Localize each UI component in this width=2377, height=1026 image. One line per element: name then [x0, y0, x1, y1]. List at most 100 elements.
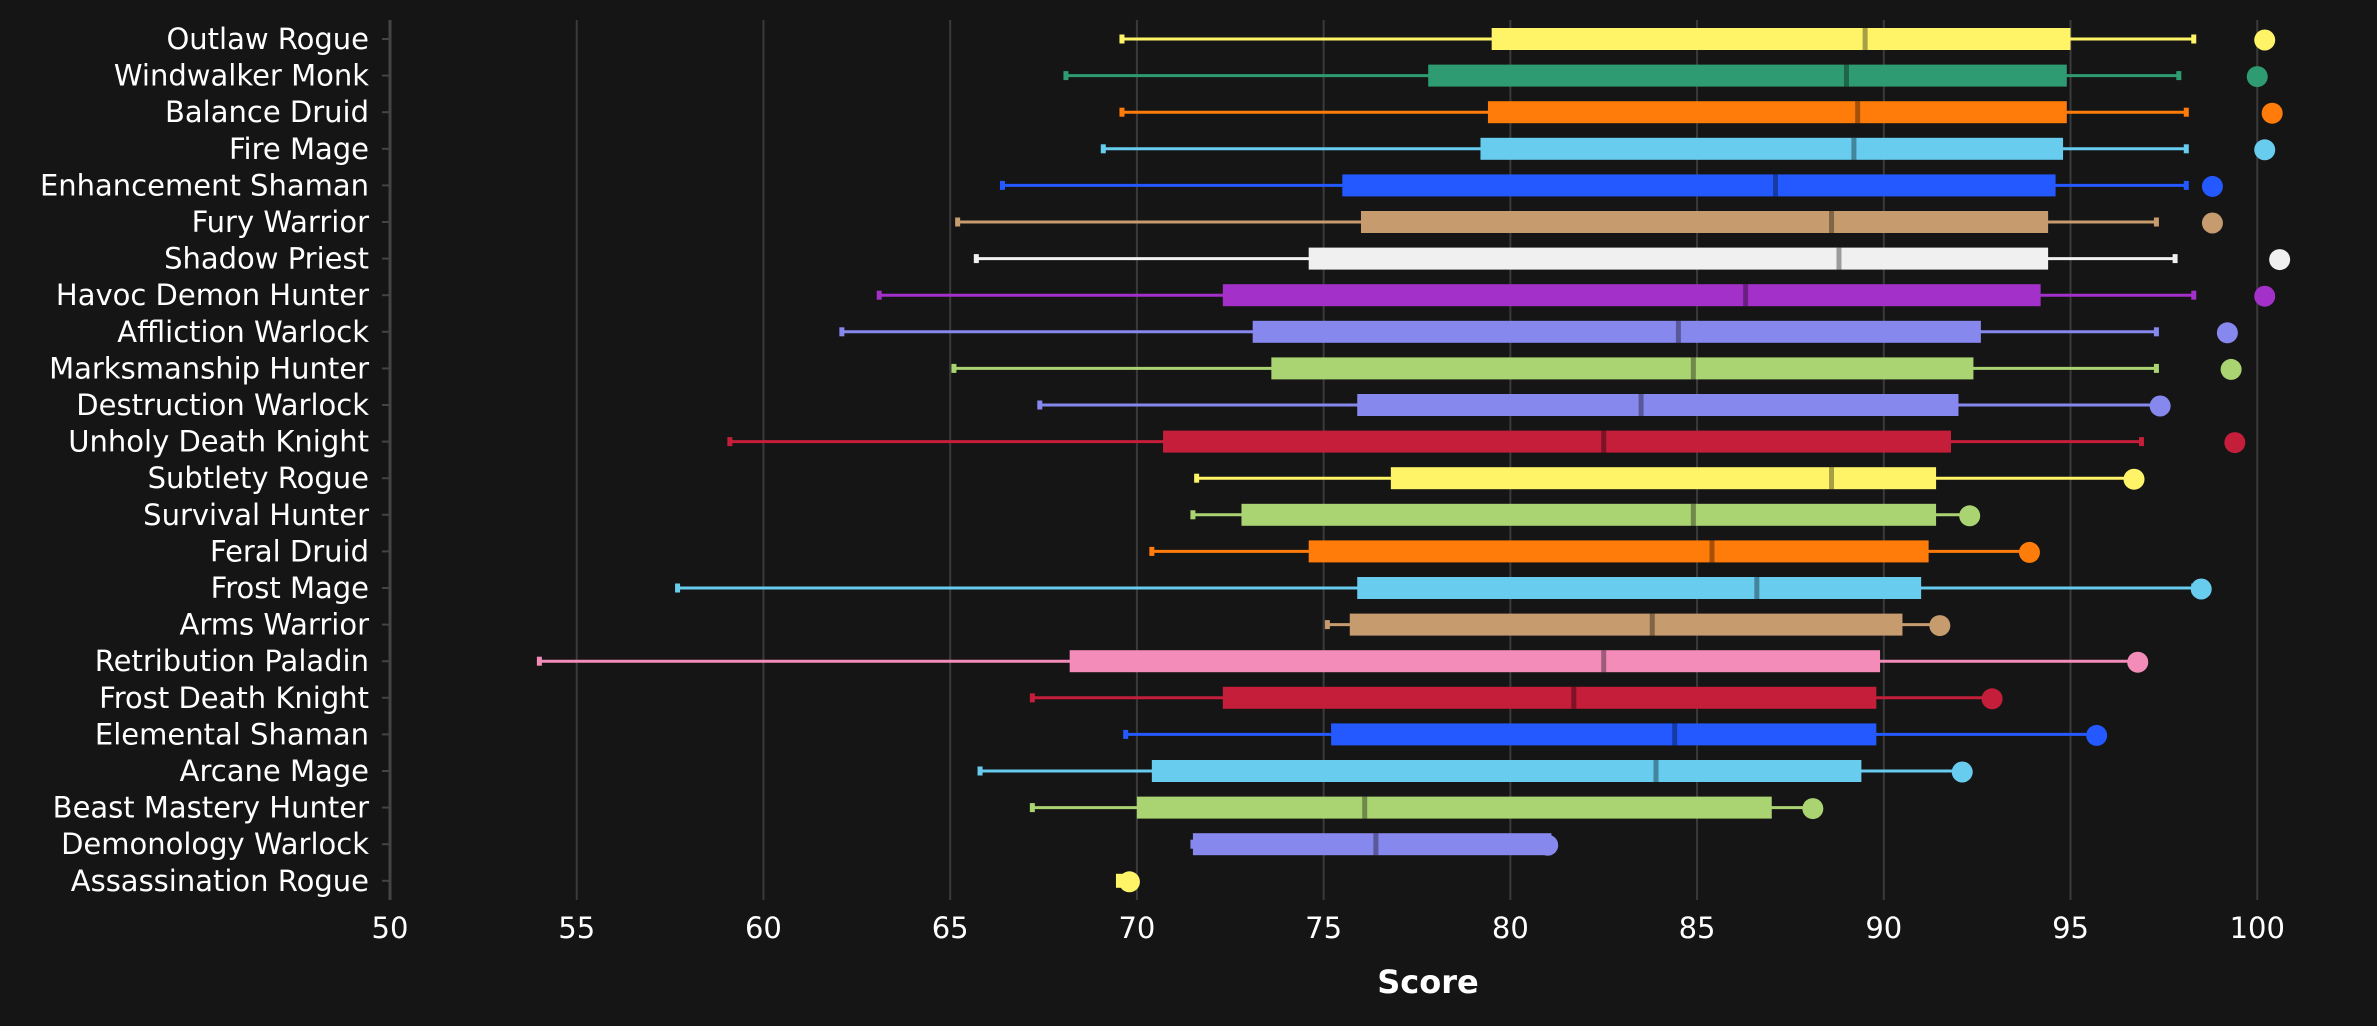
- box-layer: [536, 28, 2291, 893]
- iqr-box-balance-druid: [1487, 101, 2067, 124]
- spec-label-shadow-priest: Shadow Priest: [164, 242, 369, 276]
- x-tick-label-55: 55: [558, 911, 595, 945]
- spec-label-demonology-warlock: Demonology Warlock: [61, 827, 369, 861]
- whisker-max-cap-affliction-warlock: [2153, 327, 2159, 337]
- box-frost-mage: [675, 577, 2212, 600]
- iqr-box-fury-warrior: [1360, 211, 2049, 233]
- iqr-box-frost-mage: [1357, 577, 1922, 599]
- spec-label-frost-mage: Frost Mage: [211, 571, 369, 605]
- iqr-box-affliction-warlock: [1252, 320, 1981, 343]
- median-marker-marksmanship-hunter: [1690, 357, 1696, 380]
- iqr-box-marksmanship-hunter: [1271, 357, 1974, 380]
- box-fury-warrior: [955, 211, 2223, 234]
- box-affliction-warlock: [839, 320, 2238, 344]
- iqr-box-arcane-mage: [1151, 760, 1862, 782]
- whisker-max-cap-fire-mage: [2183, 144, 2189, 154]
- median-marker-arms-warrior: [1649, 613, 1655, 636]
- median-marker-survival-hunter: [1690, 503, 1696, 526]
- whisker-min-cap-fury-warrior: [955, 217, 961, 227]
- whisker-max-cap-outlaw-rogue: [2191, 34, 2197, 44]
- box-assassination-rogue: [1115, 871, 1140, 893]
- box-enhancement-shaman: [999, 174, 2223, 197]
- top-score-dot-fire-mage: [2254, 139, 2276, 161]
- box-frost-death-knight: [1029, 686, 2003, 710]
- x-tick-label-80: 80: [1492, 911, 1529, 945]
- median-marker-arcane-mage: [1653, 760, 1659, 782]
- spec-label-subtlety-rogue: Subtlety Rogue: [148, 461, 369, 495]
- box-retribution-paladin: [536, 650, 2149, 673]
- x-tick-label-85: 85: [1679, 911, 1716, 945]
- whisker-min-cap-beast-mastery-hunter: [1029, 803, 1035, 813]
- iqr-box-outlaw-rogue: [1491, 28, 2071, 50]
- spec-label-survival-hunter: Survival Hunter: [143, 498, 369, 532]
- box-subtlety-rogue: [1194, 467, 2145, 490]
- whisker-min-cap-retribution-paladin: [536, 656, 542, 666]
- median-marker-havoc-demon-hunter: [1743, 284, 1749, 307]
- whisker-max-cap-havoc-demon-hunter: [2191, 290, 2197, 300]
- top-score-dot-affliction-warlock: [2216, 322, 2238, 344]
- median-marker-balance-druid: [1855, 101, 1861, 124]
- box-feral-druid: [1149, 540, 2040, 563]
- x-tick-label-60: 60: [745, 911, 782, 945]
- spec-label-enhancement-shaman: Enhancement Shaman: [40, 168, 369, 202]
- median-marker-demonology-warlock: [1373, 833, 1379, 856]
- spec-label-windwalker-monk: Windwalker Monk: [114, 59, 369, 93]
- whisker-min-cap-frost-mage: [675, 583, 681, 593]
- iqr-box-destruction-warlock: [1357, 394, 1959, 416]
- iqr-box-arms-warrior: [1349, 613, 1903, 636]
- box-elemental-shaman: [1123, 723, 2108, 746]
- box-windwalker-monk: [1063, 64, 2268, 88]
- box-arcane-mage: [977, 760, 1973, 783]
- top-score-dot-shadow-priest: [2269, 249, 2291, 271]
- spec-label-fire-mage: Fire Mage: [229, 132, 369, 166]
- whisker-max-cap-enhancement-shaman: [2183, 180, 2189, 190]
- top-score-dot-windwalker-monk: [2246, 66, 2268, 88]
- top-score-dot-balance-druid: [2261, 102, 2283, 124]
- median-marker-feral-druid: [1709, 540, 1715, 563]
- box-destruction-warlock: [1037, 394, 2171, 417]
- spec-label-feral-druid: Feral Druid: [210, 534, 369, 568]
- top-score-dot-marksmanship-hunter: [2220, 358, 2242, 380]
- top-score-dot-survival-hunter: [1959, 505, 1981, 527]
- box-shadow-priest: [973, 247, 2291, 271]
- iqr-box-subtlety-rogue: [1390, 467, 1937, 490]
- label-layer: 50 55 60 65 70 75 80 85 90 95 100 Outlaw RogueWindw…: [40, 22, 2285, 945]
- spec-label-outlaw-rogue: Outlaw Rogue: [166, 22, 369, 56]
- spec-label-marksmanship-hunter: Marksmanship Hunter: [49, 351, 369, 385]
- whisker-min-cap-enhancement-shaman: [999, 180, 1005, 190]
- whisker-min-cap-feral-druid: [1149, 546, 1155, 556]
- top-score-dot-elemental-shaman: [2086, 724, 2108, 746]
- x-tick-label-70: 70: [1118, 911, 1155, 945]
- whisker-min-cap-subtlety-rogue: [1194, 473, 1200, 483]
- median-marker-fire-mage: [1851, 137, 1857, 160]
- box-fire-mage: [1100, 137, 2276, 161]
- iqr-box-fire-mage: [1480, 137, 2064, 160]
- top-score-dot-frost-death-knight: [1981, 688, 2003, 710]
- whisker-min-cap-elemental-shaman: [1123, 729, 1129, 739]
- iqr-box-survival-hunter: [1241, 503, 1937, 526]
- median-marker-frost-death-knight: [1571, 686, 1577, 709]
- spec-label-arcane-mage: Arcane Mage: [180, 754, 369, 788]
- spec-label-destruction-warlock: Destruction Warlock: [76, 388, 369, 422]
- spec-label-affliction-warlock: Affliction Warlock: [117, 315, 369, 349]
- median-marker-beast-mastery-hunter: [1362, 796, 1368, 819]
- whisker-min-cap-windwalker-monk: [1063, 71, 1069, 81]
- top-score-dot-assassination-rogue: [1118, 871, 1140, 893]
- top-score-dot-frost-mage: [2190, 578, 2212, 600]
- iqr-box-enhancement-shaman: [1342, 174, 2056, 197]
- median-marker-frost-mage: [1754, 577, 1760, 599]
- whisker-min-cap-havoc-demon-hunter: [876, 290, 882, 300]
- top-score-dot-arcane-mage: [1951, 761, 1973, 783]
- iqr-box-feral-druid: [1308, 540, 1929, 563]
- iqr-box-retribution-paladin: [1069, 650, 1881, 673]
- top-score-dot-outlaw-rogue: [2254, 29, 2276, 51]
- box-arms-warrior: [1324, 613, 1951, 637]
- top-score-dot-demonology-warlock: [1537, 834, 1559, 856]
- spec-label-balance-druid: Balance Druid: [165, 95, 369, 129]
- whisker-min-cap-affliction-warlock: [839, 327, 845, 337]
- iqr-box-windwalker-monk: [1428, 64, 2067, 87]
- top-score-dot-destruction-warlock: [2149, 395, 2171, 417]
- top-score-dot-unholy-death-knight: [2224, 432, 2246, 454]
